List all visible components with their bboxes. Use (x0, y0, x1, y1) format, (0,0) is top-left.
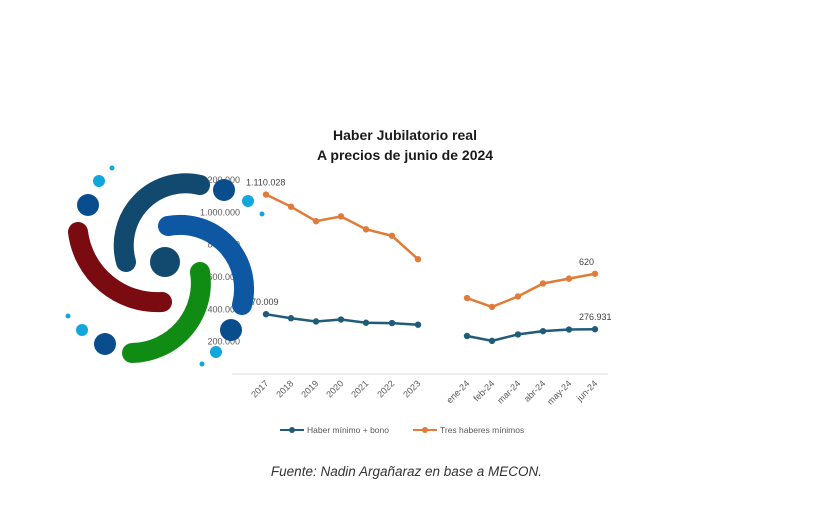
series-1-point (539, 327, 547, 335)
y-tick-label: 400.000 (207, 304, 240, 314)
logo-arc-navy (113, 173, 210, 272)
data-label-series-1: 276.931 (579, 312, 612, 322)
source-note: Fuente: Nadin Argañaraz en base a MECON. (270, 464, 543, 479)
series-layer (262, 191, 599, 345)
series-1-point (591, 326, 599, 333)
spiral-circles-logo (65, 165, 265, 367)
y-tick-label: 200.000 (207, 337, 240, 347)
x-tick-label: mar-24 (495, 378, 522, 405)
logo-tiny-dot (199, 361, 205, 367)
logo-arc-red (68, 222, 172, 313)
series-1-point (488, 337, 496, 345)
series-2-point (388, 232, 396, 239)
data-labels: 370.009 276.931 1.110.028 620 (246, 178, 612, 323)
logo-tiny-dot (259, 211, 265, 217)
legend-label-series-1: Haber mínimo + bono (307, 425, 389, 435)
series-2-point (539, 280, 547, 287)
x-axis: 2017 2018 2019 2020 2021 2022 2023 ene-24 feb-24… (249, 378, 599, 406)
legend-label-series-2: Tres haberes mínimos (440, 425, 524, 435)
logo-small-dot (76, 324, 88, 336)
series-line-2-monthly (466, 272, 596, 309)
series-2-point (312, 218, 320, 225)
legend-marker-series-1 (289, 427, 295, 433)
logo-dot (220, 319, 242, 341)
x-tick-label: ene-24 (445, 378, 472, 405)
legend-item-series-2: Tres haberes mínimos (413, 425, 524, 435)
logo-small-dot (210, 346, 222, 358)
series-1-point (262, 310, 270, 318)
x-tick-label: feb-24 (471, 378, 496, 403)
series-1-point (362, 319, 370, 326)
x-tick-label: jun-24 (574, 378, 599, 403)
series-1-point (337, 316, 345, 323)
data-label-series-2: 1.110.028 (246, 178, 285, 188)
y-tick-label: 1.000.000 (200, 207, 240, 217)
series-2-point (262, 191, 270, 198)
series-line-1-monthly (466, 327, 596, 343)
legend-marker-series-2 (422, 427, 428, 433)
series-1-point (463, 332, 471, 340)
logo-arc-green (122, 262, 211, 363)
y-tick-label: 600.000 (207, 272, 240, 282)
series-line-2-annual (265, 193, 419, 261)
x-tick-label: abr-24 (522, 378, 547, 403)
series-2-point (565, 275, 573, 282)
x-tick-label: 2023 (401, 378, 422, 399)
logo-dot (213, 179, 235, 201)
data-label-series-2: 620 (579, 257, 594, 267)
x-tick-label: 2018 (274, 378, 295, 399)
logo-tiny-dot (65, 313, 71, 319)
x-tick-label: 2020 (324, 378, 345, 399)
series-1-point (388, 319, 396, 327)
x-tick-label: 2019 (299, 378, 320, 399)
series-1-point (312, 318, 320, 325)
chart-title: Haber Jubilatorio real (333, 127, 477, 143)
series-2-point (463, 294, 471, 302)
data-label-series-1: 370.009 (246, 297, 279, 307)
x-tick-label: 2021 (349, 378, 370, 399)
logo-small-dot (93, 175, 105, 187)
x-tick-label: 2022 (375, 378, 396, 399)
series-2-point (337, 213, 345, 220)
logo-center-circle (150, 247, 180, 277)
series-1-point (565, 326, 573, 333)
series-2-point (514, 293, 522, 300)
series-1-point (287, 315, 295, 322)
logo-dot (94, 333, 116, 355)
x-tick-label: may-24 (545, 378, 573, 406)
legend-item-series-1: Haber mínimo + bono (280, 425, 389, 435)
series-2-point (488, 303, 496, 311)
logo-tiny-dot (109, 165, 115, 171)
logo-small-dot (242, 195, 254, 207)
logo-arc-blue (158, 214, 254, 315)
logo-dot (77, 194, 99, 216)
series-1-point (514, 331, 522, 338)
x-tick-label: 2017 (249, 378, 270, 399)
series-2-point (414, 256, 422, 263)
series-2-point (362, 226, 370, 233)
series-1-point (414, 321, 422, 328)
legend: Haber mínimo + bono Tres haberes mínimos (280, 425, 524, 435)
chart-subtitle: A precios de junio de 2024 (317, 147, 493, 163)
series-2-point (287, 203, 295, 210)
series-2-point (591, 270, 599, 277)
